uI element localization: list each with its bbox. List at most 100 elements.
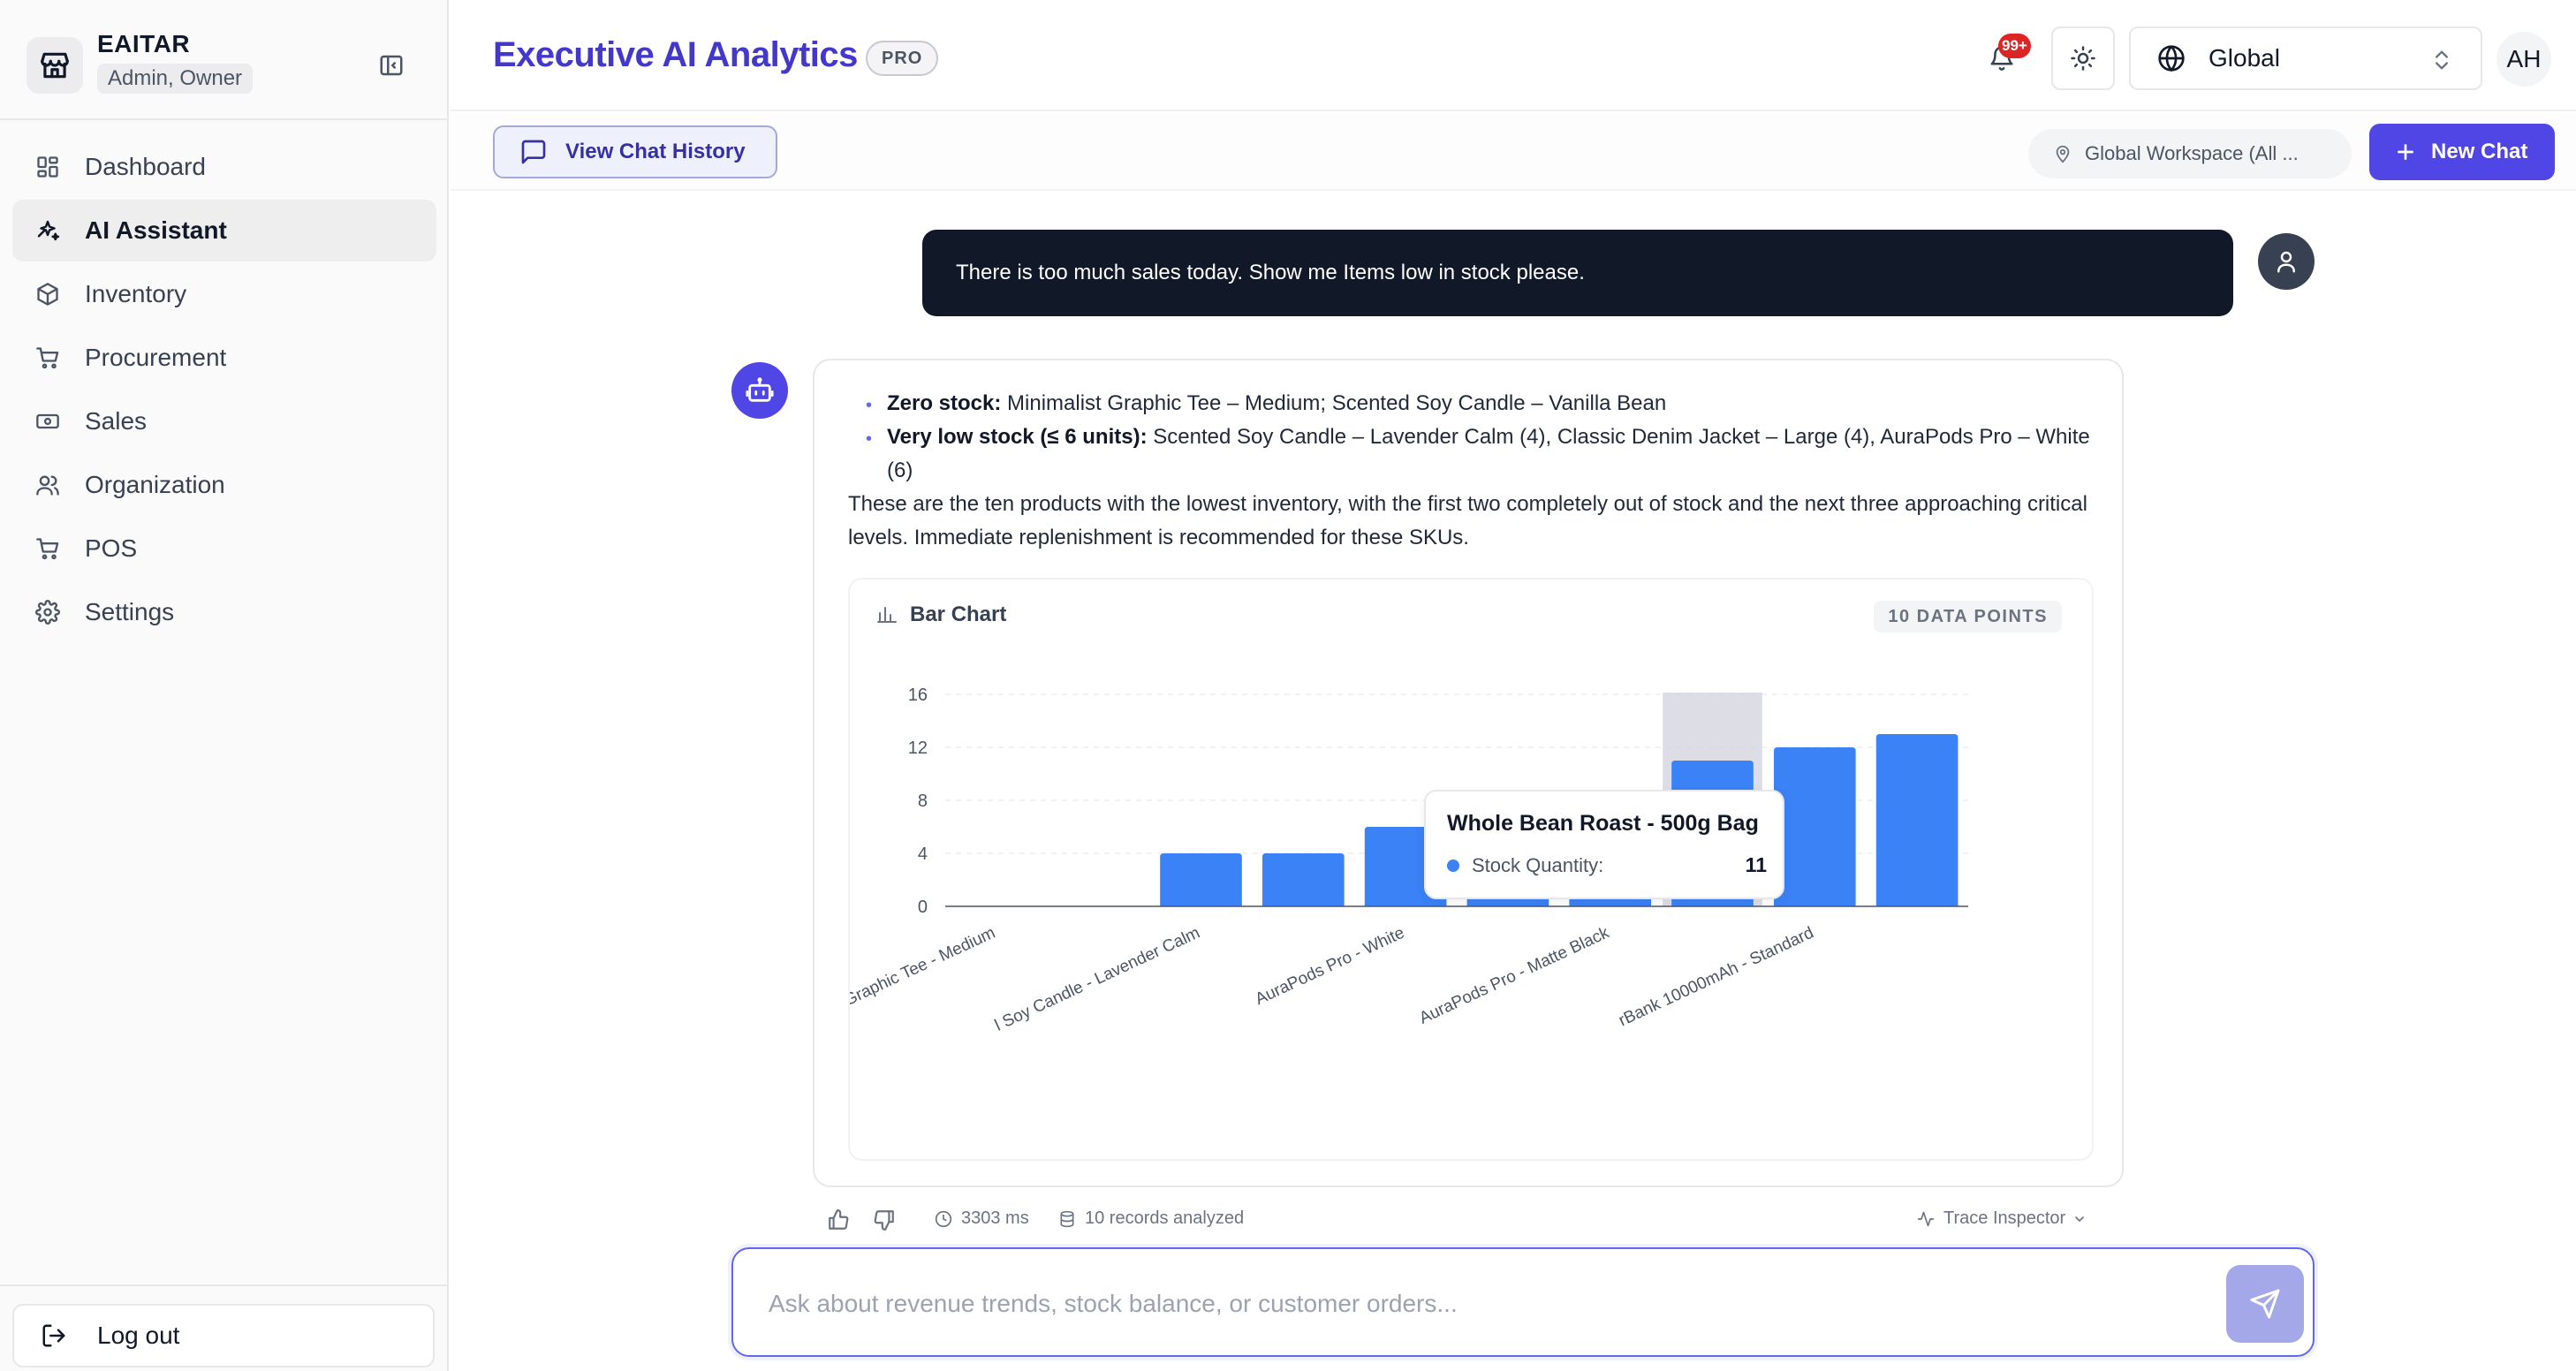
workspace-selector[interactable]: Global Workspace (All ...: [2028, 129, 2352, 178]
user-role-badge: Admin, Owner: [97, 64, 254, 94]
tooltip-row: Stock Quantity: 11: [1447, 853, 1767, 877]
sidebar-item-sales[interactable]: Sales: [12, 390, 436, 452]
message-square-icon: [519, 138, 548, 166]
sidebar-item-label: Organization: [85, 471, 225, 498]
sidebar-item-label: POS: [85, 534, 138, 562]
map-pin-icon: [2053, 143, 2072, 164]
response-meta-row: 3303 ms 10 records analyzed Trace Inspec…: [827, 1205, 2125, 1235]
assistant-response-text: Zero stock: Minimalist Graphic Tee – Med…: [848, 387, 2094, 555]
chart-header: Bar Chart: [876, 602, 1006, 627]
cart-icon: [34, 534, 62, 563]
y-tick-label: 16: [908, 686, 928, 705]
records-indicator: 10 records analyzed: [1058, 1208, 1244, 1229]
chart-bar: [1160, 853, 1242, 906]
new-chat-label: New Chat: [2431, 140, 2528, 163]
dashboard-icon: [34, 153, 62, 181]
sidebar-item-settings[interactable]: Settings: [12, 581, 436, 643]
series-dot-icon: [1447, 859, 1459, 872]
sidebar-item-procurement[interactable]: Procurement: [12, 327, 436, 389]
notification-count-badge: 99+: [1998, 34, 2031, 58]
activity-icon: [1917, 1210, 1935, 1228]
tooltip-value: 11: [1745, 853, 1767, 876]
thumbs-down-icon[interactable]: [873, 1208, 896, 1231]
y-tick-label: 0: [918, 898, 928, 917]
y-tick-label: 4: [918, 845, 928, 864]
sidebar-item-pos[interactable]: POS: [12, 518, 436, 579]
sidebar-item-organization[interactable]: Organization: [12, 454, 436, 516]
thumbs-up-icon[interactable]: [827, 1208, 850, 1231]
cart-icon: [34, 344, 62, 372]
user-message-bubble: There is too much sales today. Show me I…: [922, 230, 2233, 316]
view-chat-history-label: View Chat History: [565, 140, 746, 163]
tooltip-title: Whole Bean Roast - 500g Bag: [1447, 811, 1759, 836]
bar-chart-icon: [876, 603, 898, 626]
send-icon: [2250, 1289, 2280, 1319]
collapse-sidebar-icon[interactable]: [375, 49, 408, 81]
logout-label: Log out: [97, 1322, 180, 1349]
data-points-badge: 10 DATA POINTS: [1874, 601, 2062, 632]
sidebar-item-label: Sales: [85, 407, 148, 435]
sidebar-footer: Log out: [0, 1284, 449, 1371]
sidebar: EAITAR Admin, Owner Dashboard AI Assista…: [0, 0, 449, 1371]
chart-card: Bar Chart 10 DATA POINTS 0 4 8 12 16 ist Grap…: [848, 578, 2094, 1161]
sidebar-item-label: Settings: [85, 598, 175, 625]
chat-input[interactable]: [769, 1279, 2147, 1329]
top-header: Executive AI Analytics PRO 99+ Global AH: [451, 0, 2576, 111]
trace-inspector-toggle[interactable]: Trace Inspector: [1917, 1208, 2095, 1229]
sidebar-item-label: Dashboard: [85, 153, 206, 180]
box-icon: [34, 280, 62, 308]
users-icon: [34, 471, 62, 499]
page-title: Executive AI Analytics: [493, 35, 858, 74]
logout-button[interactable]: Log out: [12, 1304, 435, 1367]
y-tick-label: 8: [918, 792, 928, 811]
sidebar-item-label: AI Assistant: [85, 216, 227, 244]
view-chat-history-button[interactable]: View Chat History: [493, 125, 777, 178]
chat-toolbar: View Chat History Global Workspace (All …: [451, 113, 2576, 191]
clock-icon: [935, 1210, 952, 1228]
assistant-summary: These are the ten products with the lowe…: [848, 492, 2087, 549]
region-select[interactable]: Global: [2129, 27, 2482, 90]
gear-icon: [34, 598, 62, 626]
sidebar-item-ai-assistant[interactable]: AI Assistant: [12, 200, 436, 261]
latency-indicator: 3303 ms: [935, 1208, 1029, 1229]
user-avatar-icon: [2258, 233, 2315, 290]
x-tick-label: AuraPods Pro - White: [1253, 923, 1407, 1009]
globe-icon: [2157, 44, 2186, 72]
assistant-response-card: Zero stock: Minimalist Graphic Tee – Med…: [813, 359, 2124, 1187]
sidebar-item-inventory[interactable]: Inventory: [12, 263, 436, 325]
theme-toggle-button[interactable]: [2051, 27, 2115, 90]
plus-icon: [2394, 140, 2417, 163]
sidebar-nav: Dashboard AI Assistant Inventory Procure…: [12, 136, 436, 645]
chevron-down-icon: [2072, 1212, 2087, 1226]
store-icon: [27, 37, 83, 94]
list-item: Very low stock (≤ 6 units): Scented Soy …: [866, 420, 2094, 488]
x-tick-label: l Soy Candle - Lavender Calm: [992, 923, 1203, 1034]
logout-icon: [41, 1322, 67, 1349]
cash-icon: [34, 407, 62, 436]
pro-badge: PRO: [866, 41, 939, 76]
chart-type-label: Bar Chart: [910, 602, 1007, 626]
sidebar-item-label: Procurement: [85, 344, 227, 371]
sidebar-item-label: Inventory: [85, 280, 187, 307]
workspace-label: Global Workspace (All ...: [2085, 142, 2299, 164]
list-item: Zero stock: Minimalist Graphic Tee – Med…: [866, 387, 2094, 422]
sun-icon: [2071, 46, 2095, 71]
new-chat-button[interactable]: New Chat: [2369, 124, 2555, 180]
chat-composer: [731, 1247, 2315, 1357]
x-tick-label: ist Graphic Tee - Medium: [850, 923, 998, 1019]
chart-bar: [1261, 853, 1345, 906]
latency-value: 3303 ms: [961, 1208, 1029, 1228]
user-avatar[interactable]: AH: [2496, 32, 2551, 87]
sidebar-item-dashboard[interactable]: Dashboard: [12, 136, 436, 198]
x-tick-label: rBank 10000mAh - Standard: [1616, 923, 1816, 1030]
bot-icon: [731, 362, 788, 419]
tooltip-series-label: Stock Quantity:: [1472, 853, 1604, 876]
send-button[interactable]: [2226, 1265, 2304, 1343]
records-value: 10 records analyzed: [1085, 1208, 1245, 1228]
chart-bar: [1773, 747, 1856, 906]
region-select-value: Global: [2209, 44, 2280, 72]
x-tick-label: AuraPods Pro - Matte Black: [1416, 923, 1612, 1027]
chevron-up-down-icon: [2429, 46, 2454, 74]
trace-inspector-label: Trace Inspector: [1943, 1208, 2066, 1228]
